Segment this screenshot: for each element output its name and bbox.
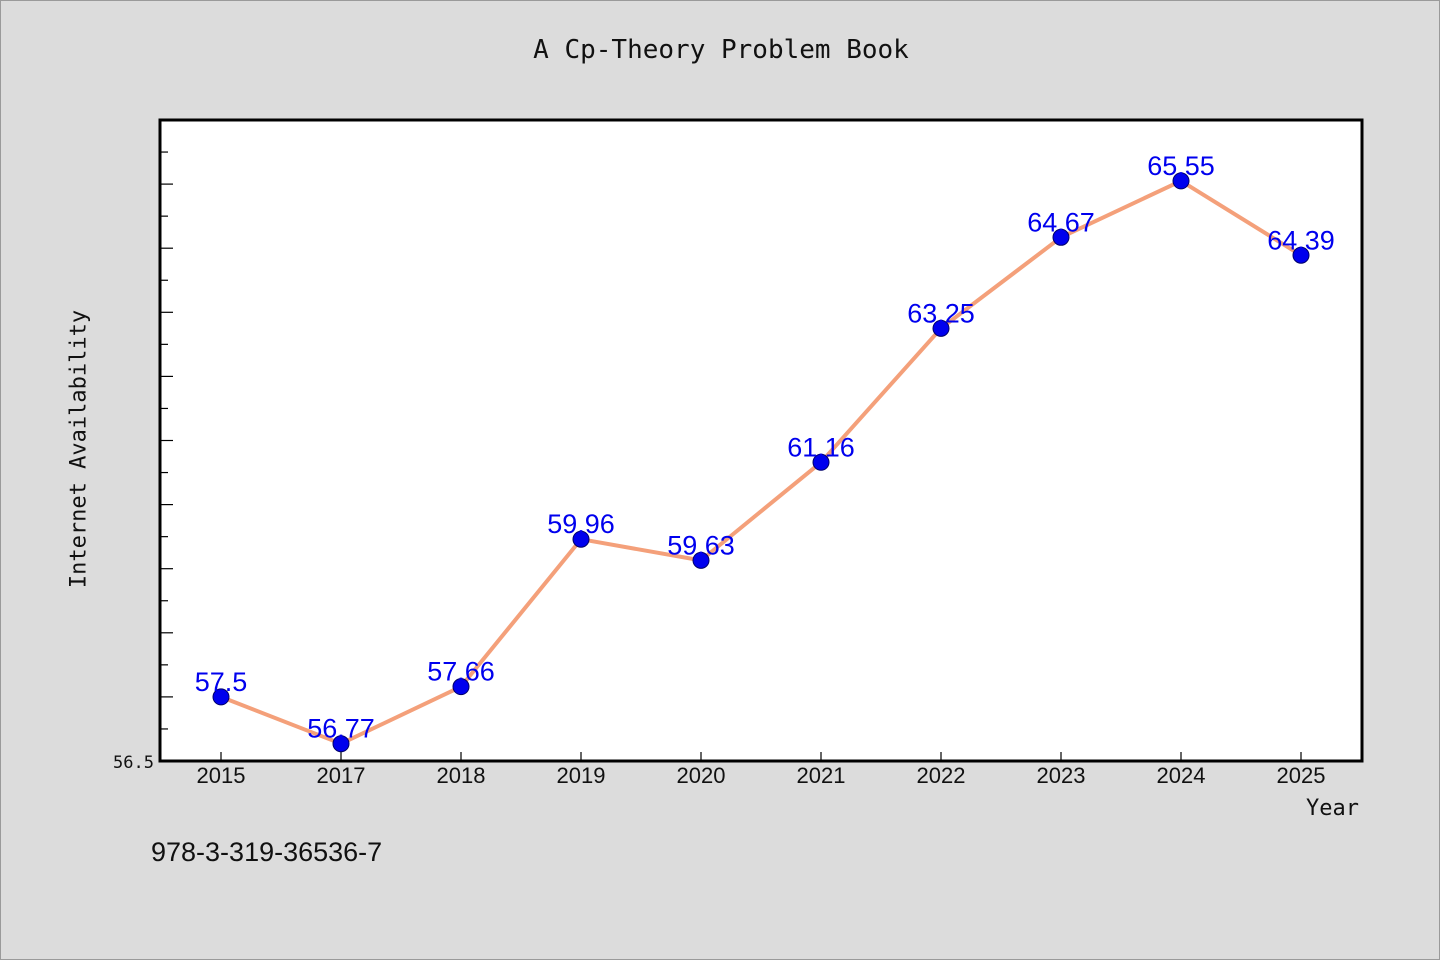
plot-area [158,118,1364,763]
data-point [1292,246,1310,264]
x-tick-label: 2021 [797,763,846,788]
x-tick-label: 2017 [317,763,366,788]
data-point [1052,228,1070,246]
data-label: 57.5 [195,667,248,697]
series-line [219,178,1303,746]
data-point [1172,172,1190,190]
data-label: 56.77 [307,714,375,744]
data-point [932,319,950,337]
data-label: 59.63 [667,530,735,560]
data-label: 57.66 [427,657,495,687]
x-tick-label: 2018 [437,763,486,788]
data-point [452,678,470,696]
x-tick-label: 2023 [1037,763,1086,788]
data-label: 65.55 [1147,151,1215,181]
data-point [212,688,230,706]
x-axis-label: Year [1306,796,1359,821]
x-tick-label: 2019 [557,763,606,788]
x-tick-label: 2025 [1277,763,1326,788]
chart-title: A Cp-Theory Problem Book [533,35,909,65]
data-point [572,530,590,548]
footer-code: 978-3-319-36536-7 [151,837,383,867]
data-label: 63.25 [907,298,975,328]
x-tick-label: 2020 [677,763,726,788]
data-label: 61.16 [787,432,855,462]
data-label: 59.96 [547,509,615,539]
x-tick-label: 2024 [1157,763,1206,788]
data-label: 64.67 [1027,207,1095,237]
data-label: 64.39 [1267,225,1335,255]
data-labels: 57.5 56.77 57.66 59.96 59.63 61.16 63.25 64.67 6… [195,151,1335,744]
y-tick-label: 56.5 [113,753,154,773]
y-ticks: 56.5 [113,119,173,773]
x-tick-label: 2015 [197,763,246,788]
data-point [332,735,350,753]
data-point [812,453,830,471]
series-group [212,172,1310,753]
data-point [692,551,710,569]
x-ticks: 2015 2017 2018 2019 2020 2021 2022 2023 2024 2025 [197,752,1326,788]
x-tick-label: 2022 [917,763,966,788]
